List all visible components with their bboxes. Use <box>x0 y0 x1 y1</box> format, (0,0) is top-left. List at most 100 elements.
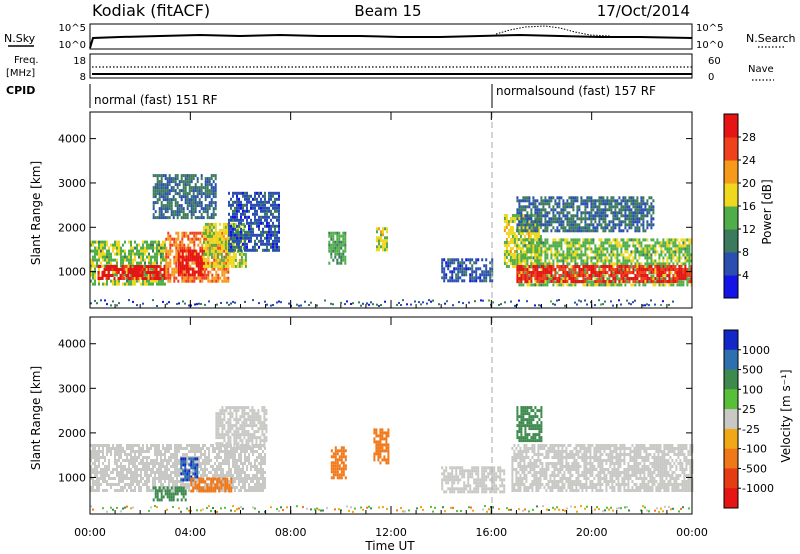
power-cell <box>582 238 585 242</box>
power-cell <box>197 264 200 268</box>
power-cell <box>628 244 631 248</box>
power-cell <box>252 227 254 231</box>
power-cell <box>132 246 134 250</box>
velocity-cell <box>118 447 120 450</box>
power-cell <box>137 277 140 280</box>
velocity-cell <box>132 471 134 474</box>
power-cell <box>158 174 161 178</box>
power-cell <box>191 261 194 265</box>
power-cell <box>682 268 685 271</box>
power-cell <box>674 271 677 274</box>
power-cell <box>524 229 527 233</box>
power-cell <box>223 255 226 259</box>
power-cell <box>447 264 450 268</box>
power-cell <box>602 211 605 215</box>
power-cell <box>658 244 661 248</box>
power-cell <box>278 215 280 219</box>
power-cell <box>598 268 601 272</box>
power-cell <box>270 197 272 201</box>
power-cell <box>165 252 168 256</box>
power-cell <box>191 249 194 253</box>
power-cell <box>614 277 617 280</box>
power-cell <box>520 253 523 257</box>
power-cell <box>175 231 178 235</box>
power-cell <box>338 231 341 235</box>
power-cell <box>208 216 211 220</box>
power-cell <box>338 252 341 256</box>
power-cell <box>104 255 106 259</box>
power-cell <box>534 274 537 277</box>
power-cell <box>133 271 136 274</box>
power-cell <box>210 189 213 193</box>
power-cell <box>352 302 354 305</box>
power-cell <box>215 279 218 283</box>
power-cell <box>548 196 551 200</box>
power-cell <box>222 264 225 268</box>
power-cell <box>614 241 617 245</box>
power-cell <box>674 253 677 257</box>
power-cell <box>116 273 118 277</box>
power-cell <box>634 238 637 242</box>
power-cell <box>471 276 474 280</box>
power-cell <box>600 274 603 277</box>
power-cell <box>548 244 551 248</box>
power-cell <box>443 270 446 274</box>
power-cell <box>572 238 575 242</box>
power-cell <box>560 244 563 248</box>
power-cell <box>181 240 184 244</box>
power-cell <box>642 253 645 257</box>
power-cell <box>222 246 225 250</box>
power-cell <box>596 205 599 209</box>
power-cell <box>574 271 577 274</box>
power-cell <box>228 258 231 262</box>
power-cell <box>558 217 561 221</box>
power-cell <box>674 244 677 248</box>
power-cell <box>505 247 508 250</box>
power-cell <box>175 243 178 247</box>
power-cell <box>146 243 148 247</box>
power-cell <box>588 256 591 260</box>
power-cell <box>178 195 181 199</box>
power-cell <box>505 226 508 229</box>
power-cell <box>642 211 645 215</box>
velocity-cell <box>134 465 136 468</box>
power-cell <box>201 264 204 268</box>
power-cell <box>164 198 167 202</box>
power-cell <box>524 238 527 242</box>
power-cell <box>191 270 194 274</box>
power-cell <box>590 268 593 271</box>
power-cell <box>187 255 190 259</box>
power-cell <box>99 277 102 280</box>
power-cell <box>268 224 270 228</box>
power-cell <box>642 226 645 230</box>
power-cell <box>230 240 233 244</box>
power-cell <box>169 264 172 268</box>
power-cell <box>142 302 144 305</box>
power-cell <box>540 277 543 280</box>
power-cell <box>558 259 561 263</box>
power-cell <box>156 258 158 262</box>
power-cell <box>250 203 252 207</box>
power-cell <box>509 232 512 235</box>
power-cell <box>196 189 199 193</box>
power-cell <box>668 262 671 266</box>
velocity-cell <box>90 450 92 453</box>
power-cell <box>260 215 262 219</box>
power-cell <box>534 244 537 248</box>
power-cell <box>230 222 233 226</box>
power-cell <box>163 268 166 271</box>
power-cell <box>134 282 136 286</box>
power-cell <box>526 250 529 254</box>
power-cell <box>636 268 639 271</box>
velocity-cell <box>90 489 92 492</box>
power-cell <box>152 243 154 247</box>
power-cell <box>242 258 245 262</box>
power-cell <box>118 249 120 253</box>
power-cell <box>676 274 679 277</box>
power-cell <box>183 258 186 262</box>
power-cell <box>666 280 669 283</box>
velocity-cell <box>124 486 126 489</box>
power-cell <box>150 240 152 244</box>
power-cell <box>156 198 159 202</box>
power-cell <box>511 232 514 235</box>
